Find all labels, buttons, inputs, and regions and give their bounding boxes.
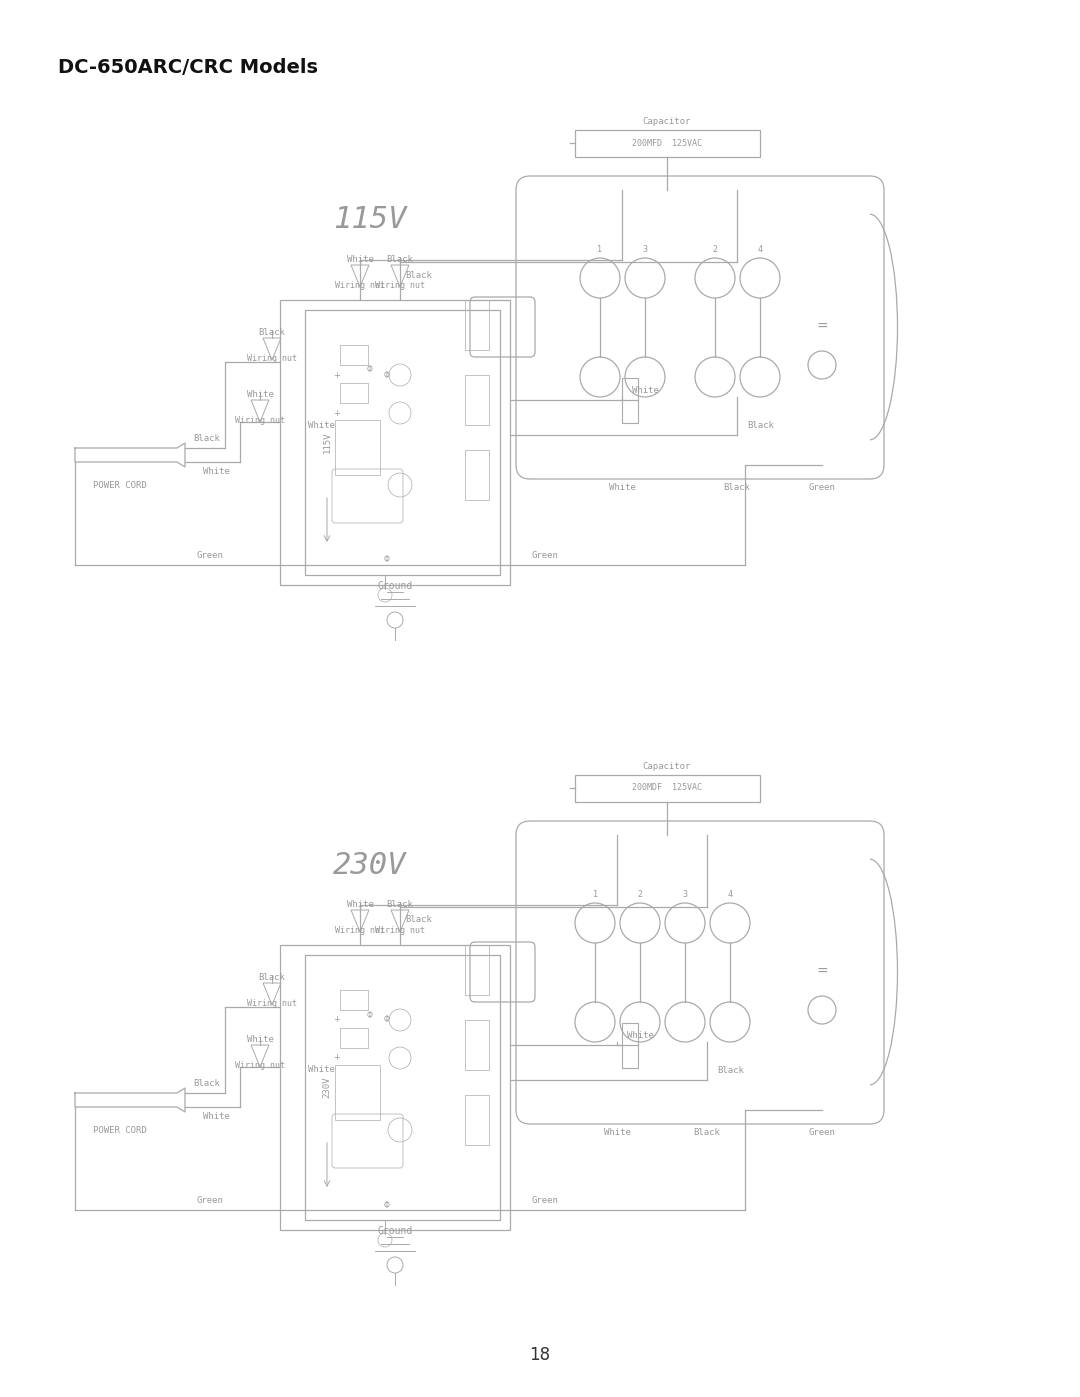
Text: Capacitor: Capacitor — [643, 117, 691, 126]
Text: POWER CORD: POWER CORD — [93, 481, 147, 490]
Text: White: White — [608, 483, 635, 492]
Text: Black: Black — [405, 271, 432, 279]
Text: White: White — [203, 467, 230, 476]
Text: Green: Green — [531, 1196, 558, 1206]
Text: Black: Black — [387, 900, 414, 909]
Text: Φ: Φ — [367, 366, 373, 374]
Text: 18: 18 — [529, 1345, 551, 1363]
Text: 115V: 115V — [323, 432, 332, 453]
Text: +: + — [334, 1016, 340, 1024]
Text: 3: 3 — [683, 890, 688, 900]
Text: White: White — [246, 1035, 273, 1044]
Text: 1: 1 — [597, 244, 603, 254]
Text: Black: Black — [258, 972, 285, 982]
Text: Wiring nut: Wiring nut — [375, 926, 426, 935]
Text: Black: Black — [258, 328, 285, 337]
Text: Wiring nut: Wiring nut — [247, 353, 297, 363]
Text: Black: Black — [193, 434, 220, 443]
Text: Φ: Φ — [384, 1016, 390, 1024]
Text: Green: Green — [531, 550, 558, 560]
Text: Green: Green — [809, 483, 836, 492]
Text: Black: Black — [717, 1066, 744, 1076]
Text: 200MDF  125VAC: 200MDF 125VAC — [632, 784, 702, 792]
Text: 3: 3 — [643, 244, 648, 254]
Text: Φ: Φ — [384, 370, 390, 380]
Text: 230V: 230V — [323, 1076, 332, 1098]
Text: Wiring nut: Wiring nut — [235, 1060, 285, 1070]
Text: White: White — [203, 1112, 230, 1120]
Text: +: + — [334, 408, 340, 418]
Text: Black: Black — [724, 483, 751, 492]
Text: =: = — [816, 320, 827, 334]
Text: Wiring nut: Wiring nut — [247, 999, 297, 1009]
Text: White: White — [246, 390, 273, 400]
Text: POWER CORD: POWER CORD — [93, 1126, 147, 1134]
Text: White: White — [347, 256, 374, 264]
Text: 1: 1 — [593, 890, 597, 900]
Text: =: = — [816, 965, 827, 979]
Text: 4: 4 — [728, 890, 732, 900]
Text: Φ: Φ — [384, 556, 390, 564]
Text: Ground: Ground — [377, 1227, 413, 1236]
Text: White: White — [604, 1127, 631, 1137]
Text: Wiring nut: Wiring nut — [375, 281, 426, 291]
Text: Black: Black — [747, 420, 774, 430]
Text: Green: Green — [197, 550, 224, 560]
Text: Wiring nut: Wiring nut — [235, 416, 285, 425]
Text: +: + — [334, 370, 340, 380]
Text: White: White — [632, 386, 659, 395]
Text: Black: Black — [405, 915, 432, 925]
Text: Black: Black — [193, 1078, 220, 1088]
Text: 115V: 115V — [334, 205, 407, 235]
Text: White: White — [308, 420, 335, 429]
Text: 2: 2 — [713, 244, 717, 254]
Text: Capacitor: Capacitor — [643, 761, 691, 771]
Text: DC-650ARC/CRC Models: DC-650ARC/CRC Models — [58, 59, 318, 77]
Text: Green: Green — [809, 1127, 836, 1137]
Text: 230V: 230V — [334, 851, 407, 880]
Text: White: White — [627, 1031, 653, 1039]
Text: Black: Black — [387, 256, 414, 264]
Text: Φ: Φ — [384, 1200, 390, 1210]
Text: Wiring nut: Wiring nut — [335, 281, 384, 291]
Text: Ground: Ground — [377, 581, 413, 591]
Text: White: White — [347, 900, 374, 909]
Text: Green: Green — [197, 1196, 224, 1206]
Text: 200MFD  125VAC: 200MFD 125VAC — [632, 138, 702, 148]
Text: Black: Black — [693, 1127, 720, 1137]
Text: Φ: Φ — [367, 1010, 373, 1020]
Text: White: White — [308, 1066, 335, 1074]
Text: +: + — [334, 1053, 340, 1063]
Text: 2: 2 — [637, 890, 643, 900]
Text: 4: 4 — [757, 244, 762, 254]
Text: Wiring nut: Wiring nut — [335, 926, 384, 935]
